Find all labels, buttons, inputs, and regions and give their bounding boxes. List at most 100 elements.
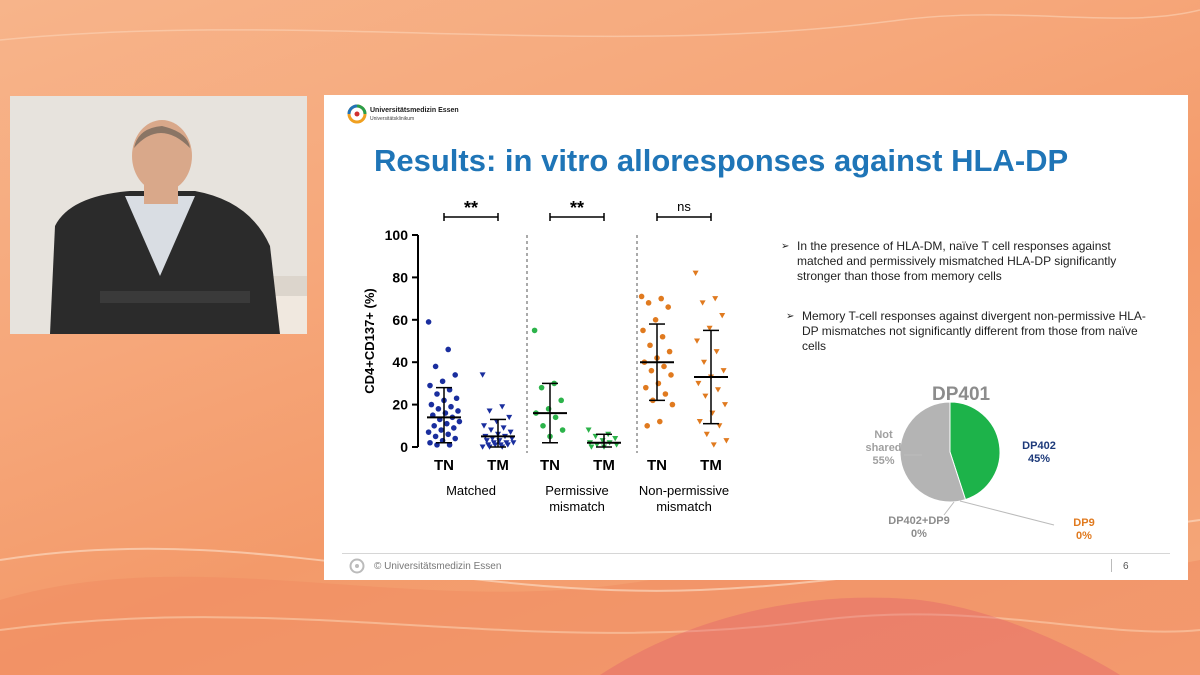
data-point [712,296,719,302]
data-point [483,438,490,444]
data-point [456,418,463,425]
data-point [425,319,432,325]
category-tick-label: TN [434,457,454,474]
data-point [479,444,486,450]
data-point [486,444,493,450]
data-point [435,406,442,412]
category-tick-label: TM [700,457,722,474]
data-point [500,425,507,431]
data-point [427,439,433,446]
data-point [507,429,514,435]
presentation-slide: Universitätsmedizin Essen Universitätskl… [324,95,1188,580]
data-point [715,387,721,393]
data-point [444,420,450,427]
significance-label: ns [677,199,691,214]
group-label: mismatch [549,499,605,514]
data-point [588,444,595,450]
data-point [504,442,511,448]
data-point [665,304,671,310]
pie-label-dp402: DP402 45% [1014,440,1064,466]
data-point [492,442,499,448]
data-point [710,442,717,448]
data-point [647,342,653,349]
data-point [452,372,458,378]
logo-subtitle: Universitätsklinikum [370,116,415,122]
significance-label: ** [570,198,584,218]
data-point [659,333,666,340]
data-point [662,391,669,397]
data-point [668,372,674,378]
footer-copyright: © Universitätsmedizin Essen [374,561,502,572]
data-point [658,295,664,302]
data-point [643,384,649,391]
leader-line [959,500,1055,526]
pie-label-value: 45% [1027,453,1051,465]
significance-label: ** [464,198,478,218]
bullet-1-line: stronger than those from memory cells [797,269,1002,283]
data-point [538,384,545,391]
category-tick-label: TM [593,457,615,474]
data-point [438,427,444,433]
data-point [719,313,726,319]
y-tick-label: 0 [400,439,408,455]
pie-title: DP401 [932,384,991,405]
footer-divider [342,553,1170,554]
bullet-2-line: cells [802,339,827,353]
pie-label-value: 0% [911,528,927,540]
data-point [696,419,703,425]
data-point [612,436,619,442]
data-point [481,423,487,429]
data-point [432,363,439,370]
data-point [638,293,645,300]
data-point [540,423,546,429]
category-tick-label: TM [487,457,509,474]
logo-name: Universitätsmedizin Essen [370,107,459,114]
bullet-2-line: DP mismatches not significantly differen… [802,324,1138,338]
data-point [427,382,433,389]
speaker-illustration [10,96,307,334]
data-point [657,418,663,425]
data-point [488,427,494,433]
data-point [445,431,451,438]
data-point [716,423,723,429]
data-point [439,378,446,385]
data-point [552,414,559,421]
data-point [431,423,437,429]
data-point [652,317,659,323]
group-label: Non-permissive [639,483,729,498]
data-point [559,427,566,433]
data-point [703,431,710,438]
data-point [453,395,460,402]
category-tick-label: TN [647,457,667,474]
data-point [713,349,720,355]
data-point [694,338,700,344]
data-point [695,380,702,387]
data-point [692,270,699,276]
pie-label-name: Not shared [865,429,902,454]
data-point [510,440,517,446]
pie-slice [949,401,1001,501]
y-tick-label: 60 [392,312,408,328]
data-point [428,401,435,408]
data-point [644,423,650,429]
pie-label-not-shared: Not shared 55% [861,429,906,468]
data-point [455,408,461,414]
bullet-1: ➢ In the presence of HLA-DM, naïve T cel… [781,239,1137,284]
university-logo-icon [347,104,367,124]
speaker-video [10,96,307,334]
group-label: Permissive [545,483,609,498]
pie-chart [899,401,1055,526]
data-point [702,393,709,399]
y-tick-label: 20 [392,397,408,413]
bullet-1-line: matched and permissively mismatched HLA-… [797,254,1117,268]
footer-separator [1111,559,1112,572]
data-point [451,425,457,431]
pie-label-value: 55% [872,455,895,467]
data-point [479,372,486,378]
data-point [706,325,713,332]
data-point [558,397,564,404]
data-point [648,367,655,374]
data-point [592,433,599,440]
footer-logo-icon [349,558,365,574]
